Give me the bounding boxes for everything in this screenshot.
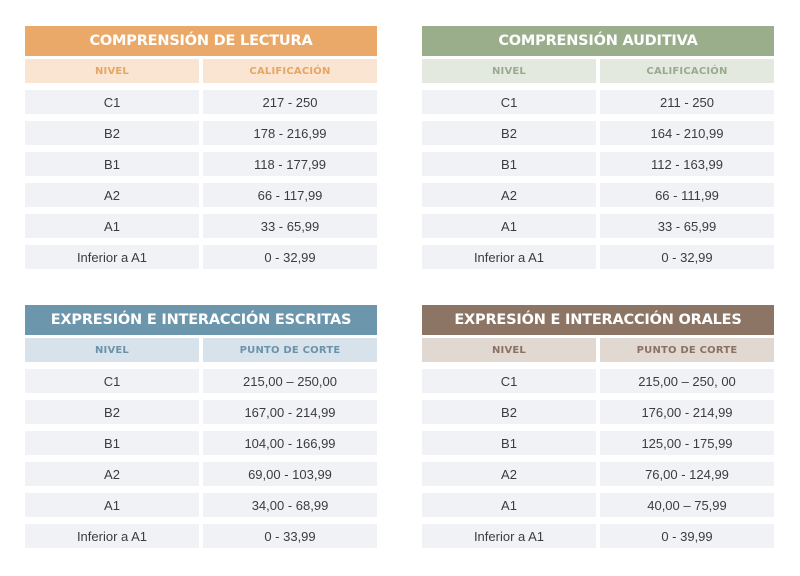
- table-row: B1 104,00 - 166,99: [25, 431, 377, 455]
- table-row: Inferior a A1 0 - 32,99: [25, 245, 377, 269]
- level-cell: Inferior a A1: [25, 245, 199, 269]
- header-nivel: NIVEL: [422, 338, 596, 362]
- score-cell: 215,00 – 250, 00: [600, 369, 774, 393]
- score-cell: 0 - 39,99: [600, 524, 774, 548]
- score-cell: 215,00 – 250,00: [203, 369, 377, 393]
- header-calificacion: CALIFICACIÓN: [203, 59, 377, 83]
- table-header-row: NIVEL CALIFICACIÓN: [25, 59, 377, 83]
- level-cell: A2: [25, 462, 199, 486]
- score-cell: 33 - 65,99: [203, 214, 377, 238]
- table-row: B1 112 - 163,99: [422, 152, 774, 176]
- table-row: B2 164 - 210,99: [422, 121, 774, 145]
- level-cell: A2: [422, 183, 596, 207]
- score-cell: 40,00 – 75,99: [600, 493, 774, 517]
- score-cell: 112 - 163,99: [600, 152, 774, 176]
- score-cell: 118 - 177,99: [203, 152, 377, 176]
- level-cell: C1: [422, 369, 596, 393]
- table-row: Inferior a A1 0 - 32,99: [422, 245, 774, 269]
- header-punto-de-corte: PUNTO DE CORTE: [203, 338, 377, 362]
- table-row: A1 33 - 65,99: [422, 214, 774, 238]
- level-cell: B2: [25, 400, 199, 424]
- score-cell: 104,00 - 166,99: [203, 431, 377, 455]
- table-expresion-orales: EXPRESIÓN E INTERACCIÓN ORALES NIVEL PUN…: [422, 305, 774, 548]
- level-cell: A1: [25, 214, 199, 238]
- level-cell: A1: [422, 214, 596, 238]
- score-cell: 0 - 32,99: [600, 245, 774, 269]
- score-cell: 33 - 65,99: [600, 214, 774, 238]
- table-row: Inferior a A1 0 - 39,99: [422, 524, 774, 548]
- table-comprension-lectura: COMPRENSIÓN DE LECTURA NIVEL CALIFICACIÓ…: [25, 26, 377, 269]
- header-punto-de-corte: PUNTO DE CORTE: [600, 338, 774, 362]
- score-cell: 176,00 - 214,99: [600, 400, 774, 424]
- table-header-row: NIVEL PUNTO DE CORTE: [422, 338, 774, 362]
- level-cell: B1: [422, 152, 596, 176]
- level-cell: Inferior a A1: [422, 524, 596, 548]
- level-cell: C1: [25, 90, 199, 114]
- table-row: B2 167,00 - 214,99: [25, 400, 377, 424]
- table-row: C1 215,00 – 250, 00: [422, 369, 774, 393]
- table-row: B1 125,00 - 175,99: [422, 431, 774, 455]
- table-row: B2 178 - 216,99: [25, 121, 377, 145]
- table-title: COMPRENSIÓN DE LECTURA: [25, 26, 377, 56]
- table-row: A1 33 - 65,99: [25, 214, 377, 238]
- table-comprension-auditiva: COMPRENSIÓN AUDITIVA NIVEL CALIFICACIÓN …: [422, 26, 774, 269]
- score-cell: 0 - 32,99: [203, 245, 377, 269]
- score-cell: 178 - 216,99: [203, 121, 377, 145]
- score-cell: 34,00 - 68,99: [203, 493, 377, 517]
- level-cell: B1: [25, 431, 199, 455]
- header-nivel: NIVEL: [422, 59, 596, 83]
- table-row: C1 211 - 250: [422, 90, 774, 114]
- table-row: C1 215,00 – 250,00: [25, 369, 377, 393]
- table-title: COMPRENSIÓN AUDITIVA: [422, 26, 774, 56]
- score-cell: 164 - 210,99: [600, 121, 774, 145]
- table-row: A1 40,00 – 75,99: [422, 493, 774, 517]
- level-cell: Inferior a A1: [25, 524, 199, 548]
- level-cell: B2: [25, 121, 199, 145]
- level-cell: A1: [25, 493, 199, 517]
- header-nivel: NIVEL: [25, 59, 199, 83]
- level-cell: B1: [25, 152, 199, 176]
- header-calificacion: CALIFICACIÓN: [600, 59, 774, 83]
- score-cell: 69,00 - 103,99: [203, 462, 377, 486]
- level-cell: Inferior a A1: [422, 245, 596, 269]
- score-cell: 217 - 250: [203, 90, 377, 114]
- table-expresion-escritas: EXPRESIÓN E INTERACCIÓN ESCRITAS NIVEL P…: [25, 305, 377, 548]
- level-cell: B1: [422, 431, 596, 455]
- table-row: A2 66 - 111,99: [422, 183, 774, 207]
- score-cell: 167,00 - 214,99: [203, 400, 377, 424]
- table-row: B1 118 - 177,99: [25, 152, 377, 176]
- score-cell: 66 - 111,99: [600, 183, 774, 207]
- score-cell: 0 - 33,99: [203, 524, 377, 548]
- table-row: Inferior a A1 0 - 33,99: [25, 524, 377, 548]
- table-row: C1 217 - 250: [25, 90, 377, 114]
- header-nivel: NIVEL: [25, 338, 199, 362]
- level-cell: C1: [25, 369, 199, 393]
- table-row: B2 176,00 - 214,99: [422, 400, 774, 424]
- level-cell: B2: [422, 400, 596, 424]
- score-cell: 211 - 250: [600, 90, 774, 114]
- table-title: EXPRESIÓN E INTERACCIÓN ORALES: [422, 305, 774, 335]
- level-cell: A2: [422, 462, 596, 486]
- score-cell: 66 - 117,99: [203, 183, 377, 207]
- table-title: EXPRESIÓN E INTERACCIÓN ESCRITAS: [25, 305, 377, 335]
- table-row: A2 76,00 - 124,99: [422, 462, 774, 486]
- table-row: A2 66 - 117,99: [25, 183, 377, 207]
- score-cell: 125,00 - 175,99: [600, 431, 774, 455]
- table-header-row: NIVEL CALIFICACIÓN: [422, 59, 774, 83]
- level-cell: C1: [422, 90, 596, 114]
- score-cell: 76,00 - 124,99: [600, 462, 774, 486]
- table-header-row: NIVEL PUNTO DE CORTE: [25, 338, 377, 362]
- table-row: A2 69,00 - 103,99: [25, 462, 377, 486]
- table-row: A1 34,00 - 68,99: [25, 493, 377, 517]
- level-cell: A1: [422, 493, 596, 517]
- level-cell: A2: [25, 183, 199, 207]
- level-cell: B2: [422, 121, 596, 145]
